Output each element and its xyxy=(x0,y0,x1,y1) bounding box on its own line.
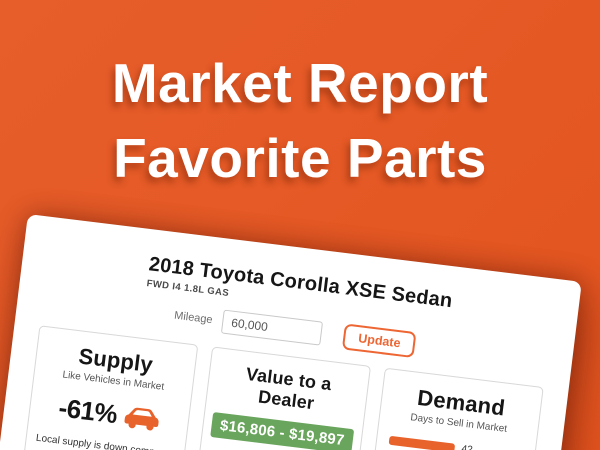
supply-value-row: -61% xyxy=(37,390,182,438)
demand-card: Demand Days to Sell in Market 42 52 xyxy=(356,367,544,450)
supply-value: -61% xyxy=(56,392,119,430)
price-range-badge: $16,806 - $19,897 xyxy=(210,412,354,450)
demand-bar-value: 42 xyxy=(460,443,474,450)
demand-bar-chart: 42 52 xyxy=(380,434,527,450)
dealer-value-card: Value to a Dealer $16,806 - $19,897 Esti… xyxy=(183,346,372,450)
demand-bar-orange xyxy=(388,435,456,450)
market-report-card: 2018 Toyota Corolla XSE Sedan FWD I4 1.8… xyxy=(0,214,582,450)
headline-line-2: Favorite Parts xyxy=(113,127,487,189)
dealer-value-title: Value to a Dealer xyxy=(244,363,333,414)
stats-cards-row: Supply Like Vehicles in Market -61% Loca… xyxy=(0,309,570,450)
supply-card: Supply Like Vehicles in Market -61% Loca… xyxy=(22,325,199,450)
headline: Market Report Favorite Parts xyxy=(0,46,600,196)
car-icon xyxy=(122,403,161,432)
headline-line-1: Market Report xyxy=(111,52,489,114)
demand-bar-row: 42 xyxy=(388,435,526,450)
mileage-label: Mileage xyxy=(173,309,214,327)
